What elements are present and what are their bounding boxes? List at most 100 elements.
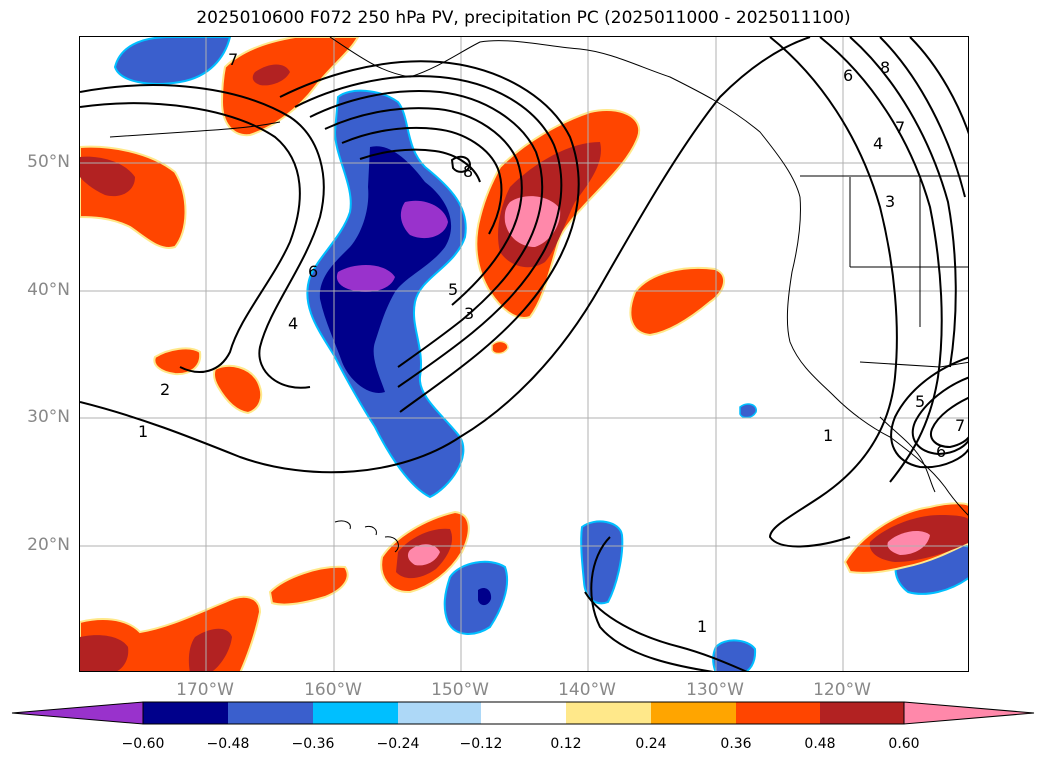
pv-ridge-east-2 <box>819 37 943 483</box>
coastline-hawaii <box>334 520 399 553</box>
pv-trough-1 <box>279 60 580 413</box>
negative-anomaly-purple-core-lower <box>336 265 395 292</box>
lon-label-160w: 160°W <box>304 680 362 700</box>
contour-label-8-low: 8 <box>463 162 473 181</box>
pv-trough-6 <box>359 148 481 183</box>
negative-anomaly-dark-spot-south <box>478 588 492 606</box>
pv-contour-outer-west <box>80 84 325 389</box>
pv-trough-5 <box>341 126 503 235</box>
graticule <box>80 37 968 671</box>
contour-label-1-south: 1 <box>697 617 707 636</box>
lat-label-20n: 20°N <box>27 535 70 555</box>
colorbar-tick-1: −0.60 <box>121 736 165 752</box>
pv-ridge-east-4 <box>879 37 966 198</box>
contour-label-5-trough: 5 <box>448 280 458 299</box>
colorbar <box>11 701 1035 725</box>
positive-anomaly-subtropic-west <box>268 565 349 606</box>
lon-label-150w: 150°W <box>431 680 489 700</box>
contour-label-7-north-east: 7 <box>895 118 905 137</box>
colorbar-extend-right <box>903 701 1035 725</box>
coastline-north-america-west <box>786 196 968 516</box>
colorbar-seg-7 <box>566 702 651 724</box>
colorbar-seg-10 <box>820 702 904 724</box>
coastline-baja <box>879 416 936 493</box>
contour-label-3-trough: 3 <box>464 304 474 323</box>
contour-label-2-west: 2 <box>160 380 170 399</box>
positive-anomaly-gulf-of-alaska-core <box>252 64 290 86</box>
contour-label-4-west: 4 <box>288 314 298 333</box>
colorbar-outline <box>142 701 905 725</box>
map-svg: 7 6 8 5 4 3 2 1 1 1 6 8 7 4 3 5 6 7 <box>80 37 968 671</box>
positive-anomaly-fields <box>80 37 968 671</box>
colorbar-tick-9: 0.48 <box>804 736 836 752</box>
positive-anomaly-hawaii-pink <box>407 544 440 566</box>
negative-anomaly-small-spot <box>739 403 757 419</box>
contour-label-7-north: 7 <box>228 50 238 69</box>
colorbar-tick-5: −0.12 <box>459 736 503 752</box>
negative-anomaly-mid-ocean <box>580 520 624 605</box>
negative-anomaly-fields <box>113 37 968 671</box>
colorbar-seg-6 <box>481 702 566 724</box>
positive-anomaly-small-dot <box>491 340 509 355</box>
colorbar-seg-9 <box>736 702 820 724</box>
contour-labels: 7 6 8 5 4 3 2 1 1 1 6 8 7 4 3 5 6 7 <box>138 50 965 636</box>
colorbar-tick-4: −0.24 <box>376 736 420 752</box>
negative-anomaly-top-left <box>113 37 232 85</box>
colorbar-seg-3 <box>228 702 313 724</box>
negative-anomaly-purple-core-upper <box>400 200 448 239</box>
lat-label-30n: 30°N <box>27 407 70 427</box>
colorbar-seg-8 <box>651 702 736 724</box>
pv-ridge-east-5 <box>909 37 968 135</box>
positive-anomaly-small-west-a <box>153 347 202 376</box>
pv-contour-1 <box>80 37 811 474</box>
colorbar-tick-8: 0.36 <box>720 736 752 752</box>
colorbar-tick-2: −0.48 <box>206 736 250 752</box>
colorbar-extend-left <box>11 701 144 725</box>
contour-label-1-east: 1 <box>823 426 833 445</box>
colorbar-tick-10: 0.60 <box>888 736 920 752</box>
negative-anomaly-hawaii-south <box>443 560 509 635</box>
colorbar-tick-7: 0.24 <box>635 736 667 752</box>
lon-label-120w: 120°W <box>813 680 871 700</box>
lat-label-40n: 40°N <box>27 280 70 300</box>
pv-ridge-east-1 <box>768 37 898 548</box>
pv-cutoff-3 <box>930 396 968 449</box>
coastlines <box>109 37 968 553</box>
pv-trough-3 <box>309 90 544 368</box>
contour-label-6-cutoff: 6 <box>936 442 946 461</box>
contour-label-7-cutoff: 7 <box>955 416 965 435</box>
positive-anomaly-mexico-pink <box>887 531 930 555</box>
contour-label-5-cutoff: 5 <box>915 392 925 411</box>
lon-label-140w: 140°W <box>558 680 616 700</box>
lat-label-50n: 50°N <box>27 152 70 172</box>
pv-closed-low <box>450 155 472 173</box>
pv-contour-2 <box>80 102 301 373</box>
pv-trough-4 <box>324 107 523 306</box>
lon-label-170w: 170°W <box>176 680 234 700</box>
colorbar-seg-4 <box>313 702 398 724</box>
contour-label-4-north-east: 4 <box>873 134 883 153</box>
pv-cutoff-2 <box>911 376 968 456</box>
positive-anomaly-mid-east <box>629 266 725 337</box>
negative-anomaly-bottom-center <box>712 639 757 671</box>
pv-contours <box>80 37 968 671</box>
positive-anomaly-bottom-left-red <box>80 635 129 671</box>
contour-label-1-west: 1 <box>138 422 148 441</box>
pv-subtropic-2 <box>584 591 748 671</box>
pv-cutoff-1 <box>890 356 968 469</box>
figure-title: 2025010600 F072 250 hPa PV, precipitatio… <box>196 8 851 28</box>
positive-anomaly-small-west-b <box>213 364 263 415</box>
positive-anomaly-west-edge-core <box>80 156 135 197</box>
pv-ridge-east-3 <box>849 37 957 368</box>
contour-label-6-west: 6 <box>308 262 318 281</box>
colorbar-tick-6: 0.12 <box>550 736 582 752</box>
contour-label-6-north-east: 6 <box>843 66 853 85</box>
map-panel: 7 6 8 5 4 3 2 1 1 1 6 8 7 4 3 5 6 7 <box>79 36 969 672</box>
colorbar-seg-2 <box>143 702 228 724</box>
colorbar-seg-5 <box>398 702 481 724</box>
positive-anomaly-bottom-left-red-b <box>188 628 232 671</box>
pv-trough-2 <box>294 75 563 388</box>
colorbar-tick-3: −0.36 <box>291 736 335 752</box>
pv-subtropic-1 <box>590 536 714 671</box>
